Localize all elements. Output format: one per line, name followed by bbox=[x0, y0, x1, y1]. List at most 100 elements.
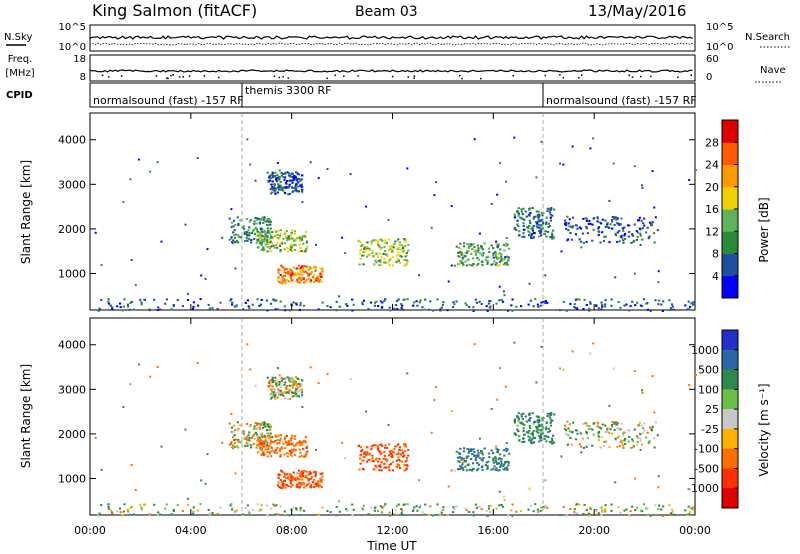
velocity-point bbox=[388, 454, 391, 457]
power-point bbox=[232, 219, 236, 222]
power-point bbox=[585, 227, 588, 230]
power-point bbox=[276, 191, 279, 194]
velocity-point bbox=[256, 439, 259, 442]
velocity-point bbox=[278, 374, 281, 377]
power-point bbox=[573, 306, 576, 308]
power-point bbox=[274, 235, 277, 238]
velocity-point bbox=[538, 435, 541, 438]
power-point bbox=[517, 214, 520, 217]
power-point bbox=[261, 239, 264, 242]
velocity-point bbox=[172, 510, 175, 512]
velocity-point bbox=[268, 450, 271, 453]
power-point bbox=[404, 240, 407, 243]
power-point bbox=[524, 210, 527, 213]
velocity-point bbox=[498, 457, 501, 460]
power-point bbox=[542, 222, 545, 225]
velocity-point bbox=[502, 449, 506, 452]
velocity-point bbox=[176, 504, 179, 507]
power-point bbox=[439, 309, 442, 312]
power-point bbox=[320, 274, 323, 277]
power-point bbox=[511, 298, 514, 301]
power-point bbox=[669, 309, 672, 311]
power-point bbox=[296, 271, 299, 274]
power-point bbox=[619, 306, 622, 309]
power-point bbox=[326, 168, 329, 171]
velocity-point bbox=[387, 423, 390, 426]
velocity-point bbox=[503, 499, 506, 502]
velocity-point bbox=[358, 468, 361, 471]
power-point bbox=[397, 246, 400, 249]
velocity-point bbox=[232, 424, 236, 427]
velocity-point bbox=[616, 422, 619, 425]
velocity-point bbox=[641, 432, 644, 435]
velocity-point bbox=[284, 437, 287, 439]
velocity-point bbox=[249, 368, 252, 371]
velocity-point bbox=[465, 456, 468, 459]
velocity-point bbox=[487, 460, 490, 463]
power-point bbox=[476, 244, 479, 247]
velocity-point bbox=[248, 439, 251, 442]
power-point bbox=[588, 309, 591, 312]
power-point bbox=[474, 251, 478, 254]
velocity-point bbox=[404, 460, 407, 463]
velocity-point bbox=[505, 447, 508, 450]
velocity-point bbox=[299, 451, 302, 454]
nsky-line bbox=[89, 35, 693, 40]
velocity-point bbox=[359, 462, 362, 465]
velocity-point bbox=[254, 422, 257, 424]
power-point bbox=[313, 266, 316, 269]
power-point bbox=[295, 183, 298, 186]
velocity-point bbox=[380, 511, 384, 514]
velocity-point bbox=[468, 448, 471, 451]
velocity-point bbox=[531, 442, 534, 445]
power-point bbox=[361, 301, 364, 304]
power-point bbox=[391, 256, 394, 259]
power-point bbox=[298, 243, 301, 246]
velocity-point bbox=[304, 470, 307, 473]
velocity-point bbox=[300, 383, 304, 386]
power-point bbox=[280, 264, 283, 267]
power-point bbox=[608, 199, 611, 202]
power-point bbox=[374, 253, 378, 256]
velocity-point bbox=[269, 432, 272, 435]
power-point bbox=[400, 255, 403, 258]
velocity-point bbox=[283, 484, 286, 487]
velocity-point bbox=[562, 505, 565, 508]
velocity-point bbox=[540, 417, 543, 420]
power-point bbox=[380, 238, 383, 241]
power-point bbox=[641, 227, 644, 230]
nave-point bbox=[107, 76, 110, 78]
power-point bbox=[641, 305, 644, 308]
power-point bbox=[281, 187, 284, 190]
velocity-point bbox=[616, 445, 619, 448]
velocity-point bbox=[246, 444, 249, 447]
power-point bbox=[671, 308, 674, 311]
power-point bbox=[380, 264, 383, 267]
power-point bbox=[367, 253, 370, 256]
x-axis-label: Time UT bbox=[366, 539, 417, 553]
velocity-point bbox=[641, 391, 644, 394]
velocity-point bbox=[534, 503, 537, 506]
velocity-point bbox=[294, 381, 297, 384]
power-point bbox=[277, 229, 280, 232]
power-point bbox=[587, 222, 590, 225]
velocity-point bbox=[109, 509, 112, 512]
power-point bbox=[458, 248, 462, 250]
velocity-point bbox=[646, 507, 649, 510]
power-point bbox=[258, 218, 261, 221]
power-point bbox=[522, 228, 525, 231]
velocity-point bbox=[455, 505, 458, 508]
power-point bbox=[661, 310, 664, 312]
velocity-point bbox=[477, 452, 480, 455]
power-point bbox=[266, 309, 269, 312]
velocity-point bbox=[362, 459, 365, 462]
power-point bbox=[140, 303, 143, 306]
power-point bbox=[269, 227, 272, 230]
power-point bbox=[236, 216, 239, 219]
velocity-point bbox=[282, 381, 285, 384]
power-point bbox=[286, 171, 289, 174]
velocity-point bbox=[694, 374, 697, 376]
velocity-point bbox=[300, 471, 303, 474]
power-point bbox=[303, 250, 306, 253]
